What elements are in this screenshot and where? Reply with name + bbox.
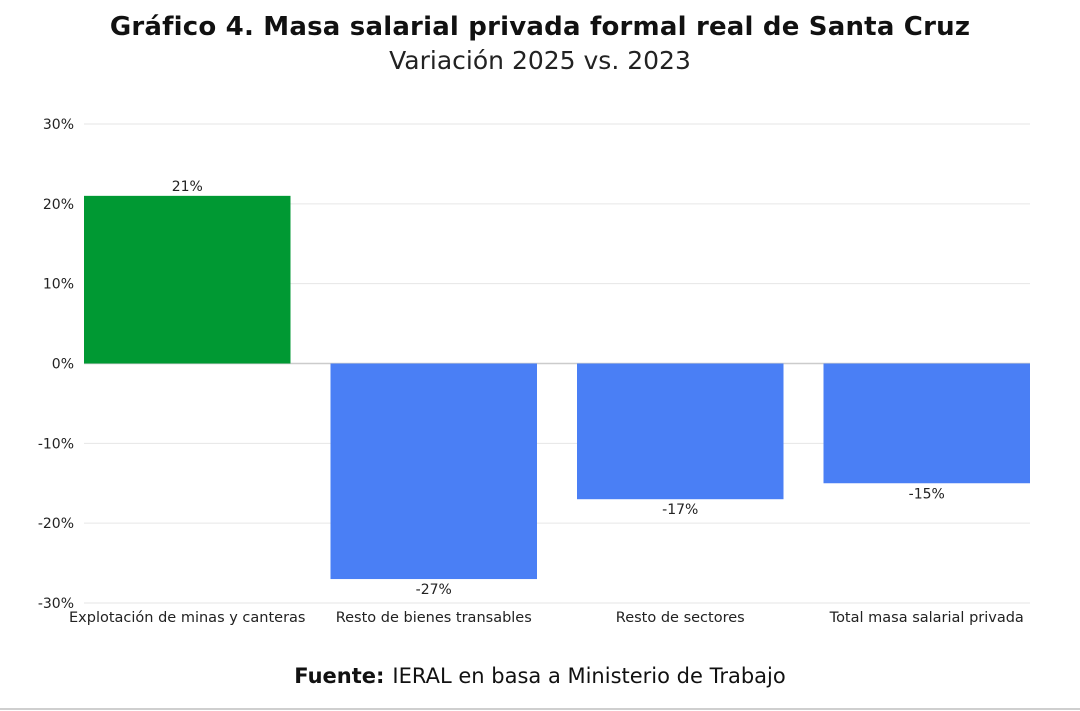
x-axis-categories: Explotación de minas y canteras Resto de … (69, 610, 1024, 626)
source-label: Fuente: (294, 664, 385, 688)
y-tick-label: -20% (38, 516, 74, 532)
data-label: -17% (662, 502, 698, 518)
source-note: Fuente: IERAL en basa a Ministerio de Tra… (0, 664, 1080, 688)
data-labels: 21% -27% -17% -15% (172, 179, 945, 598)
x-category-label: Total masa salarial privada (829, 610, 1024, 626)
chart-title: Gráfico 4. Masa salarial privada formal … (109, 12, 971, 42)
bottom-divider (0, 708, 1080, 710)
y-tick-label: 30% (43, 117, 74, 133)
bar (84, 195, 291, 364)
y-axis-ticks: 30% 20% 10% 0% -10% -20% -30% (38, 117, 74, 612)
y-tick-label: 0% (52, 357, 74, 373)
data-label: -15% (909, 486, 945, 502)
x-category-label: Resto de bienes transables (336, 610, 532, 626)
x-category-label: Explotación de minas y canteras (69, 610, 305, 626)
source-text: IERAL en basa a Ministerio de Trabajo (392, 664, 786, 688)
y-tick-label: 10% (43, 277, 74, 293)
chart-subtitle: Variación 2025 vs. 2023 (389, 46, 691, 75)
bars (84, 195, 1030, 580)
data-label: 21% (172, 179, 203, 195)
x-category-label: Resto de sectores (616, 610, 745, 626)
data-label: -27% (416, 582, 452, 598)
y-tick-label: -30% (38, 596, 74, 612)
bar (577, 363, 784, 500)
y-tick-label: 20% (43, 197, 74, 213)
bar (823, 363, 1030, 484)
bar-chart: 30%20%10%0%-10%-20%-30% 21%-27%-17%-15% … (38, 117, 1030, 626)
y-tick-label: -10% (38, 436, 74, 452)
bar (330, 363, 537, 580)
